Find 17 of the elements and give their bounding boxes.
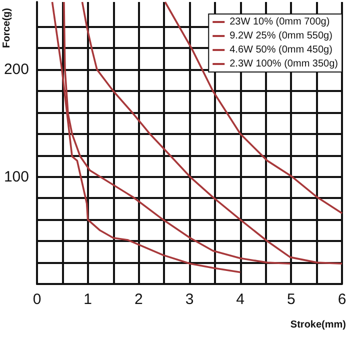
x-tick-label: 3 xyxy=(185,291,194,308)
line-series xyxy=(81,1,343,265)
x-tick-label: 1 xyxy=(84,291,92,308)
x-tick-label: 4 xyxy=(236,291,245,308)
x-tick-label: 0 xyxy=(32,291,42,308)
legend-label: 9.2W 25% (0mm 550g) xyxy=(230,30,332,42)
line-series xyxy=(164,1,343,214)
x-tick-label: 2 xyxy=(134,291,143,308)
x-tick-label: 5 xyxy=(286,291,296,308)
legend-label: 23W 10% (0mm 700g) xyxy=(230,16,330,28)
y-tick-label: 100 xyxy=(4,168,29,186)
legend-label: 4.6W 50% (0mm 450g) xyxy=(230,44,332,56)
y-tick-label: 200 xyxy=(4,61,29,78)
y-axis-title: Force(g) xyxy=(2,8,12,48)
legend-label: 2.3W 100% (0mm 350g) xyxy=(230,58,338,70)
x-axis-title: Stroke(mm) xyxy=(290,320,346,330)
x-tick-label: 6 xyxy=(338,291,346,308)
